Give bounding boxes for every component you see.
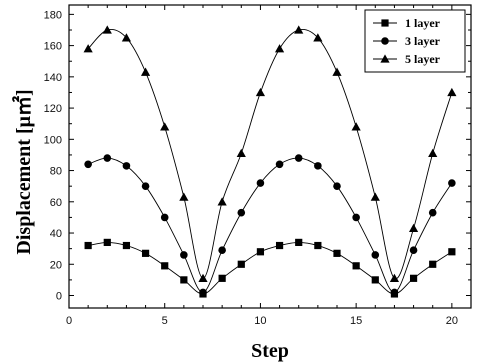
legend-label: 3 layer xyxy=(405,34,441,48)
data-point-1-layer xyxy=(352,262,360,270)
data-point-5-layer xyxy=(198,273,208,283)
data-point-1-layer xyxy=(218,274,226,282)
data-point-1-layer xyxy=(180,276,188,284)
data-point-5-layer xyxy=(217,197,227,206)
data-point-3-layer xyxy=(371,251,380,259)
data-point-3-layer xyxy=(390,288,399,297)
data-point-5-layer xyxy=(428,148,438,158)
data-point-5-layer xyxy=(351,122,361,131)
y-tick-label: 20 xyxy=(50,259,62,271)
data-point-1-layer xyxy=(371,276,379,284)
legend-marker xyxy=(380,54,390,63)
data-point-3-layer xyxy=(84,160,92,169)
data-point-5-layer xyxy=(294,25,304,34)
data-point-1-layer xyxy=(122,241,131,250)
data-point-3-layer xyxy=(275,160,284,169)
data-point-3-layer xyxy=(428,208,437,217)
legend-label: 5 layer xyxy=(405,52,441,66)
data-point-5-layer xyxy=(408,223,419,233)
data-point-1-layer xyxy=(314,241,322,250)
data-point-1-layer xyxy=(84,241,92,250)
data-point-1-layer xyxy=(141,249,150,257)
data-point-1-layer xyxy=(103,238,111,247)
y-tick-label: 0 xyxy=(56,291,62,303)
data-point-1-layer xyxy=(275,241,284,250)
y-tick-label: 160 xyxy=(44,41,62,53)
data-point-5-layer xyxy=(389,273,400,283)
data-point-3-layer xyxy=(314,162,322,170)
x-tick-label: 5 xyxy=(162,315,168,327)
y-tick-label: 180 xyxy=(44,9,62,21)
series-line-3-layer xyxy=(87,157,453,293)
data-point-3-layer xyxy=(103,154,112,162)
y-tick-label: 80 xyxy=(50,166,62,178)
y-tick-label: 100 xyxy=(44,134,62,146)
data-point-5-layer xyxy=(121,33,132,42)
y-tick-label: 140 xyxy=(44,72,62,84)
data-point-3-layer xyxy=(294,154,303,162)
plot-area: 0 20 40 60 80 100 120 140 160 180 0 5 10 15 20 xyxy=(44,4,472,327)
data-point-1-layer xyxy=(295,238,303,247)
x-tick-label: 20 xyxy=(446,315,458,327)
data-point-5-layer xyxy=(102,25,112,34)
data-point-3-layer xyxy=(122,162,131,170)
data-point-1-layer xyxy=(448,248,456,256)
y-tick-label: 60 xyxy=(50,197,62,209)
plot-frame xyxy=(68,4,472,309)
x-tick-label: 0 xyxy=(66,315,72,327)
data-point-3-layer xyxy=(409,246,418,255)
legend-marker xyxy=(381,19,389,27)
data-point-1-layer xyxy=(409,274,418,282)
x-axis-title: Step xyxy=(251,340,289,362)
data-point-3-layer xyxy=(141,182,150,190)
y-tick-label: 120 xyxy=(44,103,62,115)
data-point-5-layer xyxy=(370,192,380,201)
y-axis-title: Displacement [μ㎡] xyxy=(11,89,35,254)
data-point-5-layer xyxy=(447,87,457,97)
data-point-1-layer xyxy=(333,249,341,257)
data-point-3-layer xyxy=(199,288,207,297)
x-tick-label: 15 xyxy=(350,315,362,327)
x-tick-label: 10 xyxy=(254,315,266,327)
data-point-1-layer xyxy=(161,262,169,270)
data-point-5-layer xyxy=(236,148,246,158)
data-point-5-layer xyxy=(83,44,93,53)
data-point-3-layer xyxy=(218,246,226,255)
legend-marker xyxy=(381,37,389,45)
data-point-3-layer xyxy=(352,213,360,222)
data-point-5-layer xyxy=(140,67,151,76)
data-point-5-layer xyxy=(332,67,342,76)
data-point-3-layer xyxy=(237,208,246,217)
data-point-1-layer xyxy=(256,248,265,256)
data-point-3-layer xyxy=(333,182,341,190)
data-point-1-layer xyxy=(237,260,245,268)
data-point-5-layer xyxy=(179,192,189,201)
data-point-3-layer xyxy=(180,251,188,259)
data-point-5-layer xyxy=(274,44,285,53)
y-tick-label: 40 xyxy=(50,228,62,240)
data-point-3-layer xyxy=(448,179,456,187)
data-point-3-layer xyxy=(160,213,169,222)
data-point-5-layer xyxy=(255,87,266,97)
data-point-5-layer xyxy=(313,33,323,42)
data-point-1-layer xyxy=(429,260,437,268)
data-point-5-layer xyxy=(160,122,170,131)
legend: 1 layer 3 layer 5 layer xyxy=(364,9,466,73)
legend-label: 1 layer xyxy=(405,16,441,30)
data-point-3-layer xyxy=(256,179,265,187)
